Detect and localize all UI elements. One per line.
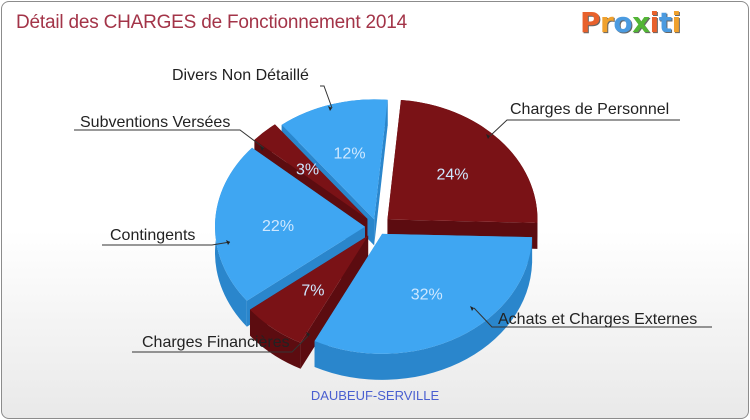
slice-category-label: Contingents [110, 227, 195, 244]
leader-line [490, 120, 680, 136]
slice-category-label: Achats et Charges Externes [498, 311, 697, 328]
slice-percent-label: 3% [296, 161, 319, 178]
slice-percent-label: 24% [436, 166, 468, 183]
leader-line [74, 130, 264, 148]
slice-category-label: Charges Financières [142, 334, 290, 351]
slice-category-label: Divers Non Détaillé [172, 67, 309, 84]
place-name: DAUBEUF-SERVILLE [2, 388, 748, 403]
slice-percent-label: 7% [301, 282, 324, 299]
slice-percent-label: 32% [411, 287, 443, 304]
slice-percent-label: 12% [334, 146, 366, 163]
pie-slice [387, 100, 537, 223]
slice-category-label: Subventions Versées [80, 114, 230, 131]
slice-category-label: Charges de Personnel [510, 101, 669, 118]
slice-percent-label: 22% [262, 218, 294, 235]
